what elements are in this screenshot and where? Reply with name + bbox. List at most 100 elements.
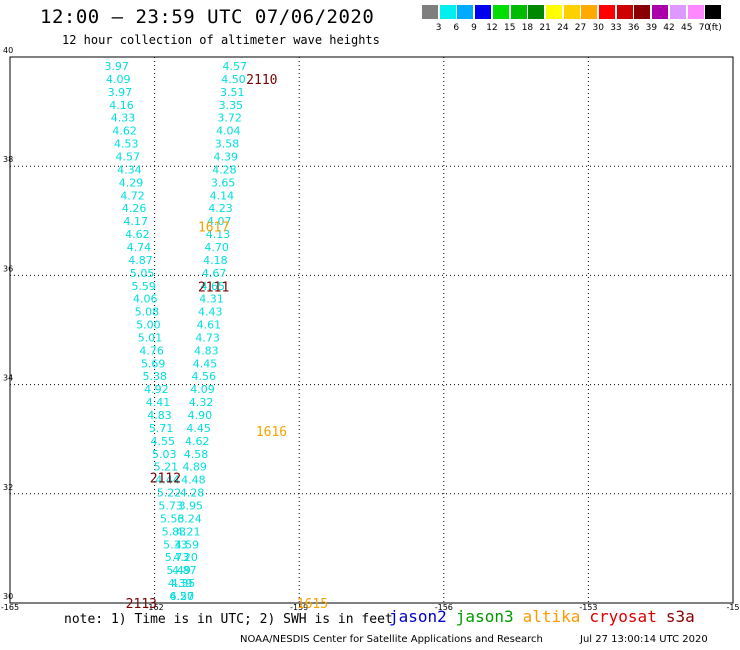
wave-height-value: 4.74 <box>127 241 152 254</box>
wave-height-value: 6.24 <box>177 512 202 525</box>
wave-height-value: 4.70 <box>204 241 229 254</box>
lon-tick-label: -153 <box>579 603 597 612</box>
scale-swatch <box>687 5 704 19</box>
credit-text: NOAA/NESDIS Center for Satellite Applica… <box>240 634 543 645</box>
wave-height-value: 4.28 <box>180 487 205 500</box>
wave-height-value: 4.43 <box>198 306 223 319</box>
wave-height-value: 5.73 <box>158 500 183 513</box>
wave-height-value: 4.56 <box>192 370 217 383</box>
scale-swatch <box>616 5 633 19</box>
scale-swatch <box>457 5 474 19</box>
wave-height-value: 3.58 <box>215 138 240 151</box>
wave-height-value: 4.83 <box>194 344 219 357</box>
wave-height-value: 5.21 <box>154 461 179 474</box>
scale-label: 27 <box>574 23 587 33</box>
wave-height-value: 4.04 <box>216 125 241 138</box>
wave-height-value: 4.26 <box>122 202 147 215</box>
wave-height-value: 6.57 <box>170 590 195 603</box>
wave-height-value: 5.49 <box>166 564 191 577</box>
pass-label: 1616 <box>256 425 287 440</box>
scale-swatch <box>652 5 669 19</box>
wave-height-value: 4.62 <box>112 125 137 138</box>
lon-tick-label: -165 <box>1 603 19 612</box>
scale-label: 36 <box>627 23 640 33</box>
scale-swatch <box>581 5 598 19</box>
lat-tick-label: 30 <box>3 592 13 601</box>
wave-height-value: 4.31 <box>199 293 224 306</box>
wave-height-value: 5.71 <box>149 422 174 435</box>
scale-swatch <box>545 5 562 19</box>
wave-height-value: 4.20 <box>173 551 198 564</box>
scale-label: 3 <box>435 23 442 33</box>
wave-height-value: 4.57 <box>116 150 141 163</box>
wave-height-value: 4.65 <box>201 280 226 293</box>
wave-height-value: 4.39 <box>168 577 193 590</box>
wave-height-value: 5.00 <box>136 319 161 332</box>
wave-height-value: 5.01 <box>138 331 163 344</box>
scale-swatch <box>492 5 509 19</box>
pass-label: 2113 <box>126 597 157 612</box>
wave-height-value: 3.72 <box>217 112 242 125</box>
wave-height-value: 5.08 <box>135 306 160 319</box>
wave-height-value: 4.20 <box>170 590 195 603</box>
lat-tick-label: 38 <box>3 155 13 164</box>
pass-label: 1617 <box>198 220 229 235</box>
footer-note: note: 1) Time is in UTC; 2) SWH is in fe… <box>64 612 393 627</box>
scale-swatch <box>599 5 615 19</box>
wave-height-value: 4.17 <box>123 215 147 228</box>
wave-height-value: 4.58 <box>184 448 209 461</box>
wave-height-value: 4.33 <box>111 112 136 125</box>
legend-cryosat: cryosat <box>589 607 657 626</box>
wave-height-value: 3.97 <box>108 86 133 99</box>
scale-swatch <box>705 5 722 19</box>
wave-height-value: 4.87 <box>128 254 153 267</box>
scale-swatch <box>634 5 651 19</box>
scale-label: 24 <box>557 23 569 33</box>
wave-height-value: 3.35 <box>219 99 244 112</box>
pass-label: 2112 <box>150 471 181 486</box>
wave-height-value: 4.89 <box>182 461 207 474</box>
lat-tick-label: 32 <box>3 483 13 492</box>
wave-height-value: 4.55 <box>150 435 175 448</box>
legend-jason2: jason2 <box>389 607 447 626</box>
satellite-legend: jason2 jason3 altika cryosat s3a <box>389 607 704 626</box>
scale-swatch <box>669 5 686 19</box>
wave-height-value: 4.09 <box>106 73 131 86</box>
wave-height-value: 4.07 <box>207 215 232 228</box>
scale-label: 18 <box>521 23 534 33</box>
wave-height-value: 4.28 <box>212 163 237 176</box>
wave-height-value: 5.22 <box>157 487 182 500</box>
scale-label: 70 <box>698 23 711 33</box>
wave-height-value: 4.09 <box>190 383 215 396</box>
wave-height-value: 4.53 <box>114 138 139 151</box>
wave-height-value: 5.38 <box>143 370 168 383</box>
wave-height-value: 4.90 <box>188 409 213 422</box>
map-title: 12:00 – 23:59 UTC 07/06/2020 <box>40 6 375 28</box>
wave-height-value: 4.48 <box>181 474 206 487</box>
wave-height-value: 4.23 <box>208 202 233 215</box>
lon-tick-label: -162 <box>146 603 164 612</box>
wave-height-value: 4.92 <box>144 383 169 396</box>
wave-height-value: 4.62 <box>125 228 150 241</box>
wave-height-value: 4.87 <box>172 564 197 577</box>
wave-height-value: 4.16 <box>109 99 133 112</box>
scale-label: 45 <box>681 23 693 33</box>
scale-label: 21 <box>539 23 551 33</box>
scale-label: 30 <box>592 23 604 33</box>
wave-height-value: 5.59 <box>131 280 156 293</box>
lon-tick-label: -159 <box>290 603 308 612</box>
wave-height-value: 4.06 <box>133 293 158 306</box>
wave-height-value: 5.33 <box>163 538 188 551</box>
scale-unit: (ft) <box>708 23 722 33</box>
wave-height-value: 5.05 <box>130 267 155 280</box>
wave-height-value: 5.53 <box>160 512 185 525</box>
wave-height-value: 4.29 <box>119 176 144 189</box>
wave-height-value: 4.32 <box>189 396 214 409</box>
pass-label: 2111 <box>198 280 229 295</box>
scale-label: 33 <box>610 23 622 33</box>
wave-height-value: 3.51 <box>220 86 245 99</box>
wave-height-value: 4.35 <box>171 577 196 590</box>
generated-timestamp: Jul 27 13:00:14 UTC 2020 <box>580 634 708 645</box>
legend-s3a: s3a <box>665 607 695 626</box>
scale-label: 9 <box>471 23 477 33</box>
